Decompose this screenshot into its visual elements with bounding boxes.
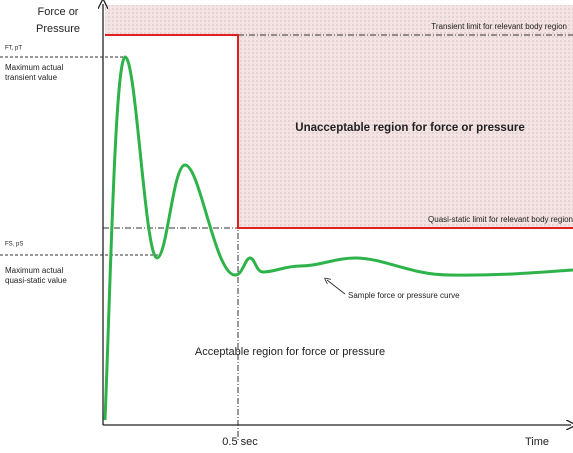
max-transient-label: transient value xyxy=(5,73,58,82)
curve-label: Sample force or pressure curve xyxy=(348,291,460,300)
acceptable-label: Acceptable region for force or pressure xyxy=(195,346,385,358)
quasi-limit-label: Quasi-static limit for relevant body reg… xyxy=(428,215,573,224)
transient-symbol: FT, pT xyxy=(5,46,22,52)
time-marker-label: 0.5 sec xyxy=(222,436,258,448)
x-axis-label: Time xyxy=(525,436,549,448)
unacceptable-label: Unacceptable region for force or pressur… xyxy=(295,122,524,134)
y-axis-label: Pressure xyxy=(36,23,80,35)
limit-line xyxy=(105,34,573,229)
max-transient-label: Maximum actual xyxy=(5,63,63,72)
curve-pointer xyxy=(327,280,346,295)
unacceptable-area xyxy=(105,5,573,228)
sample-curve xyxy=(103,55,573,421)
max-quasi-label: quasi-static value xyxy=(5,276,67,285)
transient-limit-label: Transient limit for relevant body region xyxy=(431,22,567,31)
max-quasi-label: Maximum actual xyxy=(5,266,63,275)
quasi-symbol: FS, pS xyxy=(5,242,23,248)
y-axis-label: Force or xyxy=(38,6,79,18)
